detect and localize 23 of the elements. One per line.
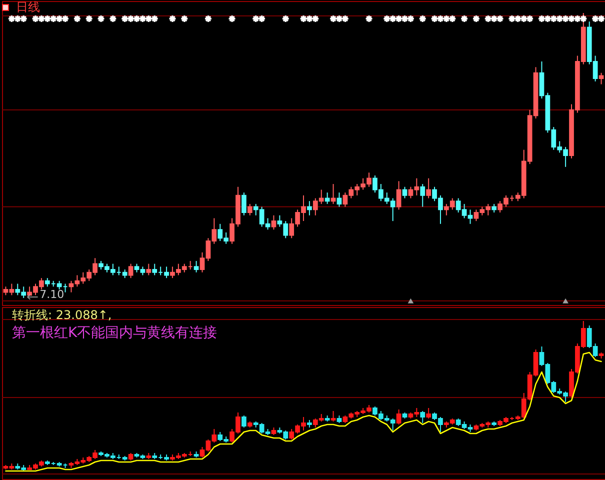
annotation: 7.10 — [40, 288, 64, 301]
candlestick — [330, 410, 336, 422]
candlestick — [402, 186, 408, 199]
candlestick — [336, 192, 342, 208]
candlestick — [307, 200, 312, 216]
candlestick — [396, 409, 402, 425]
chart-title: 日线 — [16, 0, 40, 14]
candlestick — [420, 410, 426, 424]
candlestick — [247, 203, 252, 216]
candlestick — [242, 192, 246, 216]
candlestick — [146, 263, 152, 276]
candlestick — [324, 192, 330, 204]
candlestick — [271, 214, 276, 230]
candlestick — [128, 263, 134, 279]
chart-subtitle: 第一根红K不能国内与黄线有连接 — [12, 325, 218, 341]
candlestick — [420, 184, 426, 208]
chart-title: 转折线: 23.088↑, — [12, 308, 112, 322]
candlestick — [598, 72, 604, 85]
candlestick — [242, 415, 246, 428]
candlestick — [396, 180, 402, 210]
candlestick — [194, 260, 199, 273]
candlestick — [426, 408, 431, 419]
candlestick — [426, 178, 431, 199]
